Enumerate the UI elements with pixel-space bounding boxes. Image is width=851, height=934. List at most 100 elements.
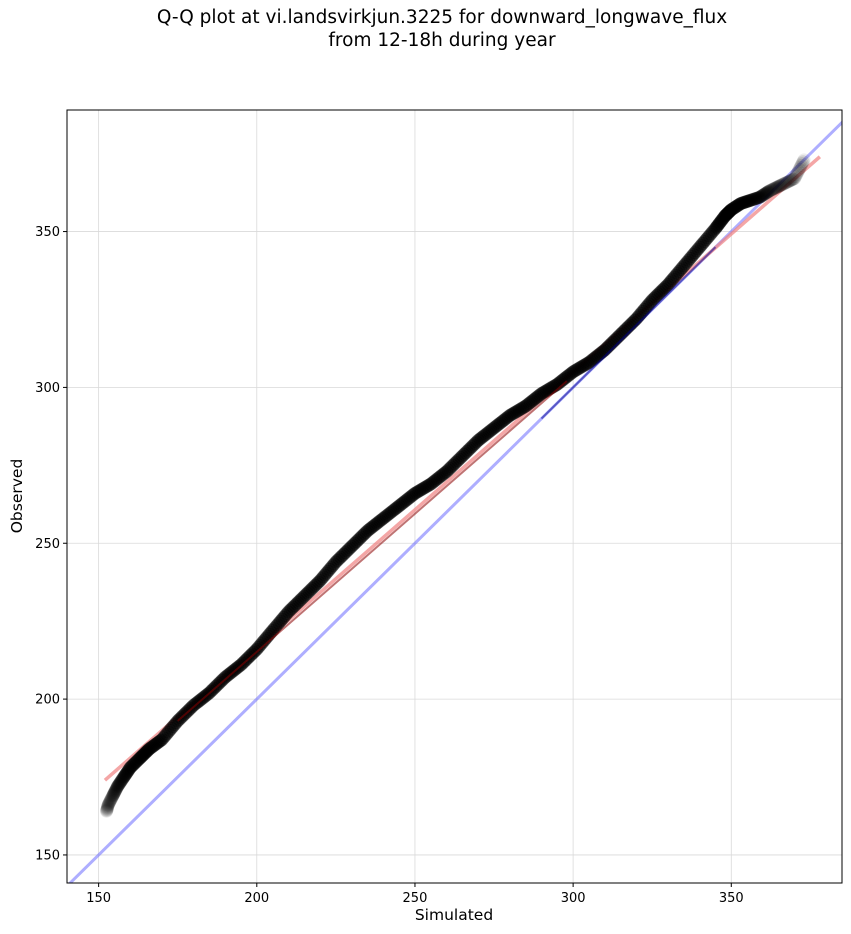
quantile-point bbox=[147, 738, 161, 752]
quantile-point bbox=[572, 361, 586, 375]
quantile-point bbox=[753, 190, 767, 204]
quantile-point bbox=[560, 370, 574, 384]
quantile-point bbox=[123, 762, 137, 776]
quantile-point bbox=[422, 478, 436, 492]
quantile-point bbox=[733, 197, 747, 211]
quantile-point bbox=[493, 416, 507, 430]
quantile-point bbox=[739, 195, 753, 209]
quantile-point bbox=[144, 741, 158, 755]
quantile-point bbox=[394, 498, 408, 512]
quantile-point bbox=[269, 620, 283, 634]
quantile-point bbox=[297, 589, 311, 603]
quantile-point bbox=[666, 272, 680, 286]
quantile-point bbox=[588, 350, 602, 364]
quantile-point bbox=[410, 485, 424, 499]
quantile-point bbox=[152, 734, 166, 748]
quantile-point bbox=[308, 578, 322, 592]
quantile-point bbox=[116, 772, 130, 786]
quantile-point bbox=[457, 447, 471, 461]
quantile-point bbox=[379, 509, 393, 523]
quantile-point bbox=[740, 194, 754, 208]
quantile-point bbox=[116, 771, 130, 785]
quantile-point bbox=[335, 549, 349, 563]
quantile-point bbox=[251, 640, 265, 654]
quantile-point bbox=[656, 282, 670, 296]
quantile-point bbox=[100, 804, 114, 818]
quantile-point bbox=[277, 610, 291, 624]
quantile-point bbox=[160, 727, 174, 741]
quantile-point bbox=[737, 196, 751, 210]
quantile-point bbox=[794, 158, 808, 172]
x-axis-label: Simulated bbox=[415, 906, 493, 924]
quantile-point bbox=[115, 773, 129, 787]
quantile-point bbox=[327, 557, 341, 571]
plot-frame bbox=[66, 109, 843, 884]
quantile-point bbox=[667, 270, 681, 284]
quantile-point bbox=[436, 467, 450, 481]
quantile-point bbox=[538, 385, 552, 399]
quantile-point bbox=[672, 264, 686, 278]
quantile-point bbox=[126, 758, 140, 772]
quantile-point bbox=[774, 178, 788, 192]
quantile-point bbox=[675, 261, 689, 275]
quantile-point bbox=[715, 213, 729, 227]
quantile-point bbox=[508, 406, 522, 420]
quantile-point bbox=[767, 182, 781, 196]
quantile-point bbox=[736, 196, 750, 210]
quantile-point bbox=[338, 546, 352, 560]
quantile-point bbox=[721, 206, 735, 220]
quantile-point bbox=[574, 360, 588, 374]
quantile-point bbox=[468, 437, 482, 451]
quantile-point bbox=[587, 352, 601, 366]
quantile-point bbox=[272, 616, 286, 630]
quantile-point bbox=[348, 536, 362, 550]
quantile-point bbox=[729, 200, 743, 214]
quantile-point bbox=[688, 246, 702, 260]
quantile-point bbox=[520, 398, 534, 412]
quantile-point bbox=[337, 547, 351, 561]
quantile-point bbox=[750, 191, 764, 205]
quantile-point bbox=[313, 574, 327, 588]
quantile-point bbox=[103, 795, 117, 809]
quantile-point bbox=[569, 363, 583, 377]
quantile-point bbox=[359, 525, 373, 539]
quantile-point bbox=[764, 183, 778, 197]
quantile-point bbox=[161, 725, 175, 739]
quantile-point bbox=[652, 287, 666, 301]
quantile-point bbox=[734, 197, 748, 211]
quantile-point bbox=[250, 642, 264, 656]
quantile-point bbox=[579, 357, 593, 371]
quantile-point bbox=[131, 753, 145, 767]
quantile-point bbox=[281, 605, 295, 619]
quantile-point bbox=[489, 420, 503, 434]
quantile-point bbox=[490, 418, 504, 432]
quantile-point bbox=[680, 255, 694, 269]
quantile-point bbox=[712, 216, 726, 230]
quantile-point bbox=[270, 618, 284, 632]
quantile-point bbox=[761, 185, 775, 199]
quantile-point bbox=[310, 577, 324, 591]
quantile-point bbox=[479, 427, 493, 441]
quantile-point bbox=[356, 528, 370, 542]
quantile-point bbox=[141, 743, 155, 757]
quantile-point bbox=[293, 594, 306, 608]
quantile-point bbox=[291, 595, 305, 609]
quantile-point bbox=[796, 155, 810, 169]
quantile-point bbox=[452, 452, 466, 466]
quantile-point bbox=[536, 386, 550, 400]
quantile-point bbox=[754, 190, 768, 204]
quantile-point bbox=[334, 550, 348, 564]
quantile-point bbox=[386, 504, 400, 518]
quantile-point bbox=[454, 451, 468, 465]
quantile-point bbox=[705, 225, 719, 239]
quantile-point bbox=[417, 481, 431, 495]
quantile-point bbox=[497, 413, 511, 427]
quantile-point bbox=[135, 749, 149, 763]
quantile-point bbox=[770, 180, 784, 194]
quantile-point bbox=[288, 599, 302, 613]
quantile-point bbox=[766, 182, 780, 196]
quantile-point bbox=[565, 366, 579, 380]
y-tick-label: 300 bbox=[35, 381, 60, 396]
quantile-point bbox=[408, 486, 422, 500]
